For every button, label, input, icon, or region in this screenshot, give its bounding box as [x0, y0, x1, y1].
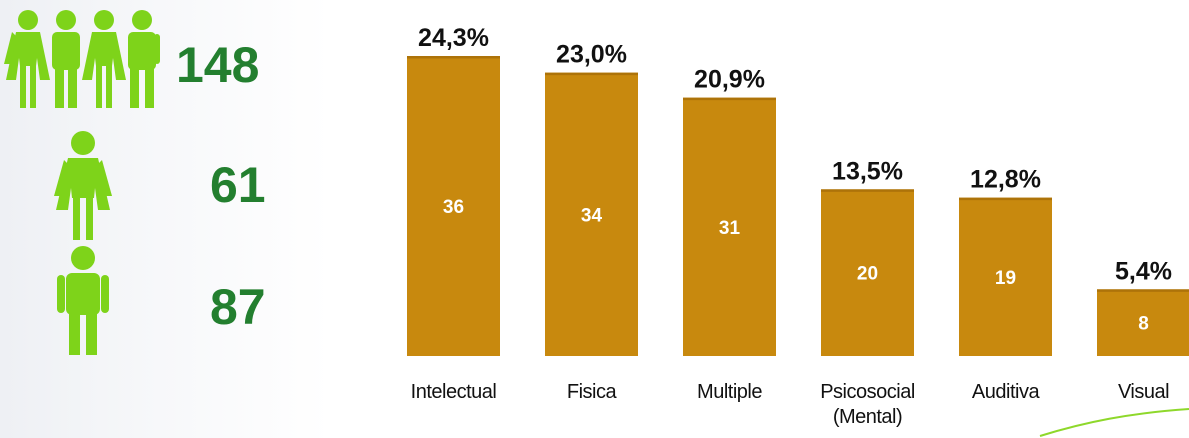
total-count: 148 — [176, 37, 260, 93]
bar-top-edge — [1097, 289, 1189, 292]
category-label: Intelectual — [411, 381, 497, 403]
bar-top-edge — [407, 56, 500, 59]
category-label: Visual — [1118, 381, 1169, 403]
category-label: Multiple — [697, 381, 762, 403]
bar — [1097, 289, 1189, 356]
bar-value-label: 19 — [995, 268, 1016, 289]
male-count: 87 — [210, 279, 266, 335]
bar-value-label: 36 — [443, 197, 464, 218]
bar-value-label: 8 — [1138, 314, 1149, 335]
bar — [545, 72, 638, 357]
bar — [821, 189, 914, 356]
percent-label: 13,5% — [832, 157, 903, 185]
category-label: Auditiva — [972, 381, 1041, 403]
percent-label: 12,8% — [970, 166, 1041, 194]
percent-label: 23,0% — [556, 41, 627, 69]
bar — [959, 197, 1052, 356]
people-summary: 148 61 87 — [0, 0, 340, 438]
bar-value-label: 31 — [719, 218, 741, 239]
female-count: 61 — [210, 157, 266, 213]
bar-top-edge — [821, 189, 914, 192]
percent-label: 24,3% — [418, 24, 489, 52]
category-label: Psicosocial — [820, 381, 915, 403]
woman-icon — [54, 131, 112, 240]
category-label: (Mental) — [833, 406, 902, 428]
bar-top-edge — [545, 72, 638, 76]
bar-top-edge — [683, 97, 776, 101]
bar — [683, 97, 776, 357]
bar-top-edge — [959, 197, 1052, 201]
family-icon — [4, 10, 160, 108]
bar — [407, 56, 500, 356]
percent-label: 5,4% — [1115, 257, 1172, 285]
man-icon — [57, 246, 109, 355]
category-label: Fisica — [567, 381, 618, 403]
percent-label: 20,9% — [694, 66, 765, 94]
bar-value-label: 34 — [581, 205, 603, 226]
bar-value-label: 20 — [857, 264, 878, 285]
